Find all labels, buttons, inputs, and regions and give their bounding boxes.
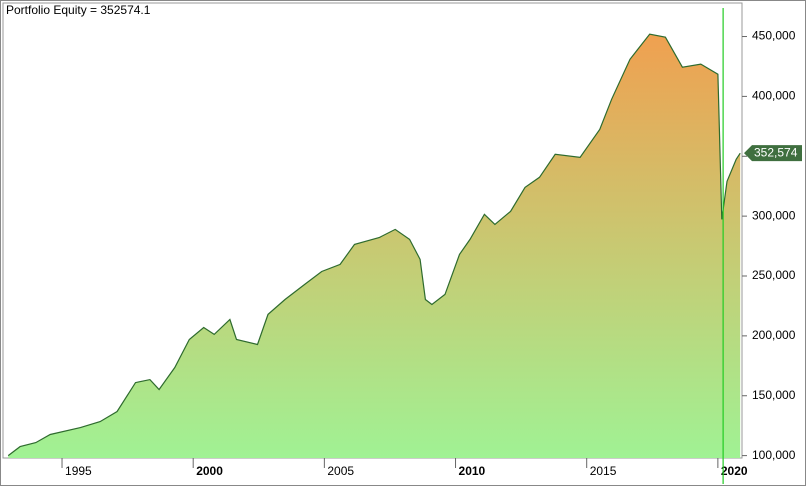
y-tick-label: 450,000	[752, 29, 796, 43]
y-tick-label: 100,000	[752, 448, 796, 462]
x-tick-label: 1995	[65, 464, 92, 478]
x-tick-label: 2000	[196, 464, 223, 478]
x-tick-label: 2020	[721, 464, 748, 478]
y-tick-label: 150,000	[752, 388, 796, 402]
equity-line	[7, 33, 741, 457]
chart-title: Portfolio Equity = 352574.1	[6, 3, 151, 17]
x-tick-label: 2015	[590, 464, 617, 478]
y-tick-label: 200,000	[752, 328, 796, 342]
x-tick-label: 2010	[459, 464, 486, 478]
area-fill	[8, 34, 741, 458]
y-tick-label: 400,000	[752, 89, 796, 103]
last-value-label: 352,574	[754, 145, 798, 159]
last-value-badge	[744, 145, 802, 162]
y-tick-label: 300,000	[752, 208, 796, 222]
x-tick-label: 2005	[327, 464, 354, 478]
y-tick-label: 250,000	[752, 268, 796, 282]
